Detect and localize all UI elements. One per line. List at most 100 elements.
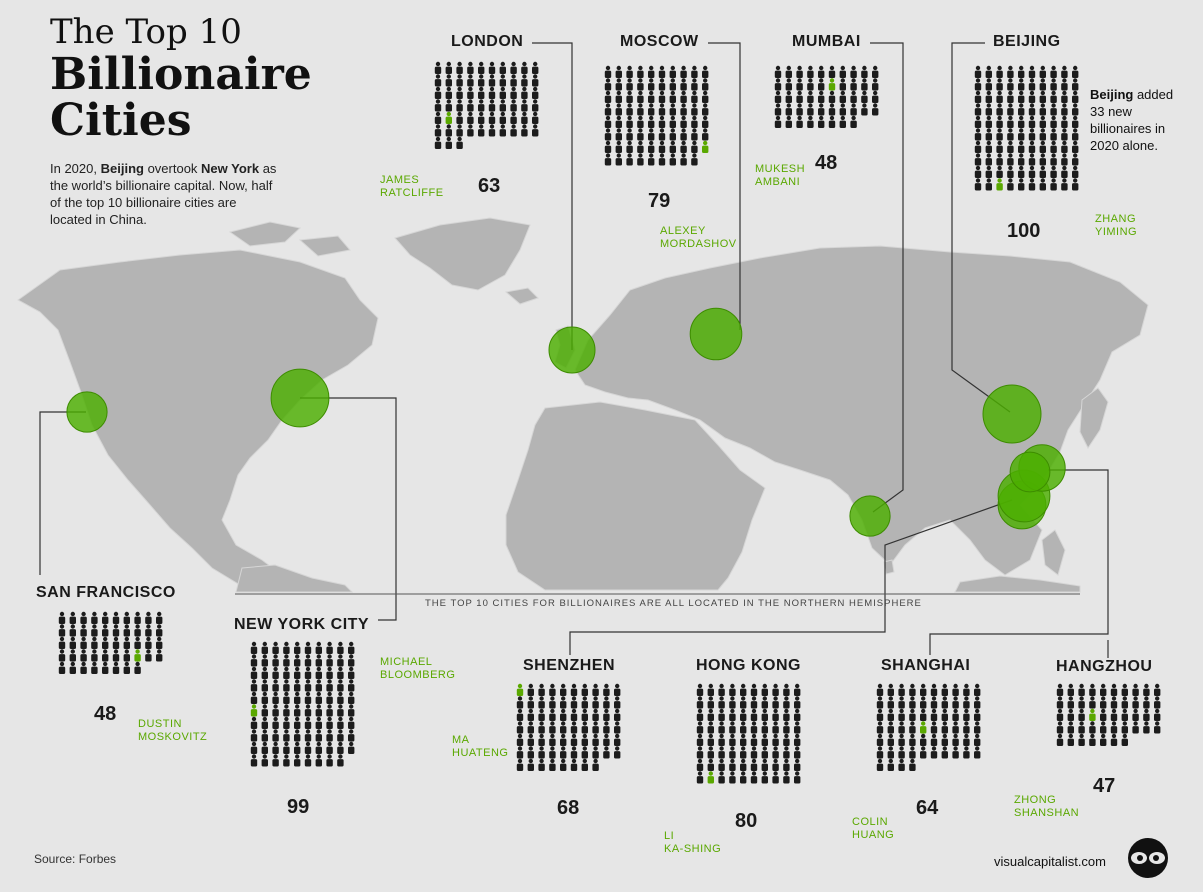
- person-figure: [996, 153, 1003, 166]
- person-figure: [1056, 708, 1064, 721]
- person-figure: [1089, 733, 1096, 746]
- person-figure: [272, 666, 279, 679]
- person-figure: [294, 641, 301, 654]
- person-figure: [761, 696, 768, 709]
- person-figure: [102, 611, 109, 624]
- person-figure: [315, 716, 322, 729]
- person-figure: [261, 716, 268, 729]
- city-name-hangzhou: HANGZHOU: [1056, 658, 1153, 675]
- person-figure: [102, 661, 109, 674]
- crowd-hangzhou: [1056, 683, 1161, 746]
- person-figure: [729, 746, 736, 759]
- person-figure: [250, 654, 258, 667]
- person-figure: [1078, 696, 1085, 709]
- person-figure: [337, 729, 344, 742]
- person-figure: [560, 708, 567, 721]
- person-figure: [58, 611, 66, 624]
- count-newyork: 99: [287, 796, 310, 818]
- person-figure: [785, 65, 792, 78]
- person-figure: [510, 61, 517, 74]
- person-figure: [1050, 128, 1057, 141]
- person-figure: [1061, 65, 1068, 78]
- person-figure: [648, 128, 655, 141]
- person-figure: [123, 636, 130, 649]
- person-figure: [58, 649, 66, 662]
- person-figure: [112, 661, 120, 674]
- person-figure: [1018, 140, 1025, 153]
- person-figure: [1007, 153, 1014, 166]
- person-figure: [691, 128, 698, 141]
- person-figure: [1018, 90, 1025, 103]
- person-figure: [1039, 90, 1046, 103]
- person-figure: [761, 758, 768, 771]
- person-figure: [872, 65, 879, 78]
- person-hangzhou-l1: ZHONG: [1014, 794, 1057, 806]
- person-figure: [467, 111, 474, 124]
- person-figure: [680, 90, 687, 103]
- person-figure: [783, 708, 790, 721]
- person-figure: [996, 128, 1003, 141]
- land-indonesia: [954, 575, 1081, 593]
- person-figure: [718, 746, 725, 759]
- count-mumbai: 48: [815, 152, 838, 174]
- person-figure: [691, 90, 698, 103]
- person-figure: [1039, 178, 1046, 191]
- person-figure: [250, 741, 258, 754]
- person-figure: [796, 65, 803, 78]
- person-figure: [283, 704, 290, 717]
- title-line-2: Billionaire: [50, 49, 312, 100]
- person-figure: [304, 741, 312, 754]
- person-figure: [1121, 683, 1128, 696]
- brand-link[interactable]: visualcapitalist.com: [994, 854, 1106, 869]
- person-figure: [1121, 696, 1128, 709]
- person-figure: [1056, 683, 1064, 696]
- person-figure: [974, 65, 982, 78]
- person-figure: [1061, 115, 1068, 128]
- person-figure: [91, 649, 98, 662]
- count-london: 63: [478, 175, 501, 197]
- person-figure: [326, 691, 333, 704]
- person-figure: [604, 65, 612, 78]
- person-figure: [930, 721, 938, 734]
- person-figure: [861, 103, 868, 116]
- person-figure: [637, 140, 644, 153]
- person-figure: [456, 136, 463, 149]
- person-figure: [326, 704, 333, 717]
- person-figure: [996, 78, 1003, 91]
- person-figure: [91, 624, 98, 637]
- person-figure: [112, 611, 120, 624]
- person-figure: [952, 733, 959, 746]
- person-figure: [691, 115, 698, 128]
- person-figure: [348, 729, 355, 742]
- person-figure: [761, 733, 768, 746]
- person-figure: [1110, 696, 1118, 709]
- person-figure: [261, 654, 268, 667]
- person-figure: [691, 103, 698, 116]
- person-figure: [615, 115, 622, 128]
- person-figure: [603, 708, 610, 721]
- person-figure: [920, 683, 927, 696]
- person-figure: [604, 90, 612, 103]
- person-figure: [963, 696, 970, 709]
- person-figure-highlight-moscow: [702, 140, 709, 153]
- person-figure: [626, 140, 633, 153]
- person-figure: [963, 746, 970, 759]
- person-figure: [1007, 115, 1014, 128]
- person-figure: [1007, 140, 1014, 153]
- person-figure: [839, 115, 846, 128]
- person-figure: [637, 103, 644, 116]
- person-london: JAMES RATCLIFFE: [380, 174, 444, 200]
- person-figure: [434, 124, 442, 137]
- person-figure: [532, 74, 539, 87]
- person-figure: [527, 683, 534, 696]
- person-figure: [145, 636, 152, 649]
- person-figure: [434, 61, 442, 74]
- person-figure: [1072, 153, 1079, 166]
- person-figure: [348, 654, 355, 667]
- person-figure: [527, 708, 534, 721]
- person-figure: [887, 721, 894, 734]
- person-figure: [102, 624, 109, 637]
- person-figure: [1072, 78, 1079, 91]
- person-beijing-l1: ZHANG: [1095, 213, 1136, 225]
- person-figure: [304, 666, 312, 679]
